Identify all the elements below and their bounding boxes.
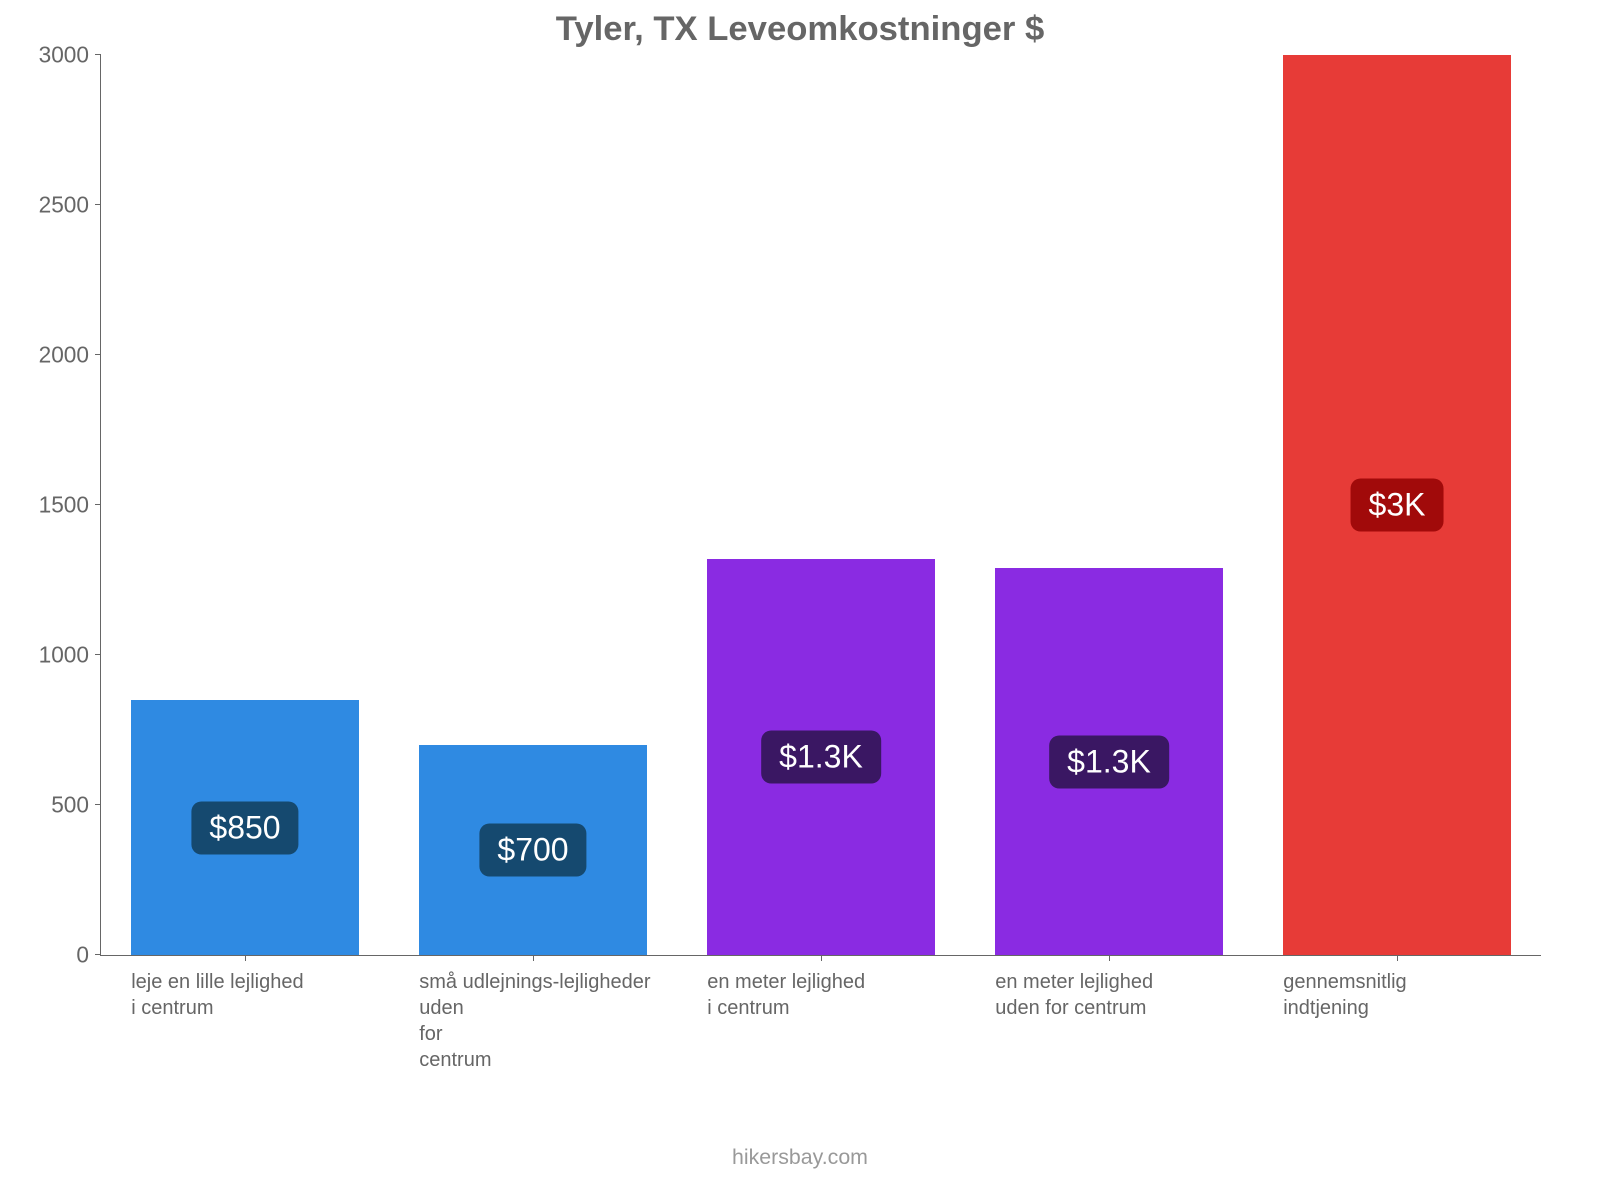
bar: $850 bbox=[131, 700, 359, 955]
x-category-label: gennemsnitligindtjening bbox=[1283, 955, 1523, 1021]
bar-value-badge: $1.3K bbox=[761, 731, 881, 784]
bar-value-badge: $700 bbox=[479, 824, 586, 877]
y-tick-label: 1000 bbox=[39, 642, 101, 669]
x-category-label: leje en lille lejlighedi centrum bbox=[131, 955, 371, 1021]
y-tick-label: 2000 bbox=[39, 342, 101, 369]
x-category-label: små udlejnings-lejlighederudenforcentrum bbox=[419, 955, 659, 1073]
bar: $700 bbox=[419, 745, 647, 955]
bar-value-badge: $3K bbox=[1351, 479, 1444, 532]
x-category-label: en meter lejligheduden for centrum bbox=[995, 955, 1235, 1021]
chart-footer: hikersbay.com bbox=[0, 1145, 1600, 1170]
bar: $1.3K bbox=[707, 559, 935, 955]
plot-area: 050010001500200025003000$850leje en lill… bbox=[100, 55, 1541, 956]
bar: $3K bbox=[1283, 55, 1511, 955]
x-category-label: en meter lejlighedi centrum bbox=[707, 955, 947, 1021]
chart-title: Tyler, TX Leveomkostninger $ bbox=[0, 10, 1600, 49]
chart-container: Tyler, TX Leveomkostninger $ 05001000150… bbox=[0, 0, 1600, 1200]
y-tick-label: 500 bbox=[51, 792, 101, 819]
y-tick-label: 0 bbox=[76, 942, 101, 969]
bar-value-badge: $1.3K bbox=[1049, 735, 1169, 788]
y-tick-label: 3000 bbox=[39, 42, 101, 69]
bar-value-badge: $850 bbox=[191, 801, 298, 854]
y-tick-label: 2500 bbox=[39, 192, 101, 219]
y-tick-label: 1500 bbox=[39, 492, 101, 519]
bar: $1.3K bbox=[995, 568, 1223, 955]
